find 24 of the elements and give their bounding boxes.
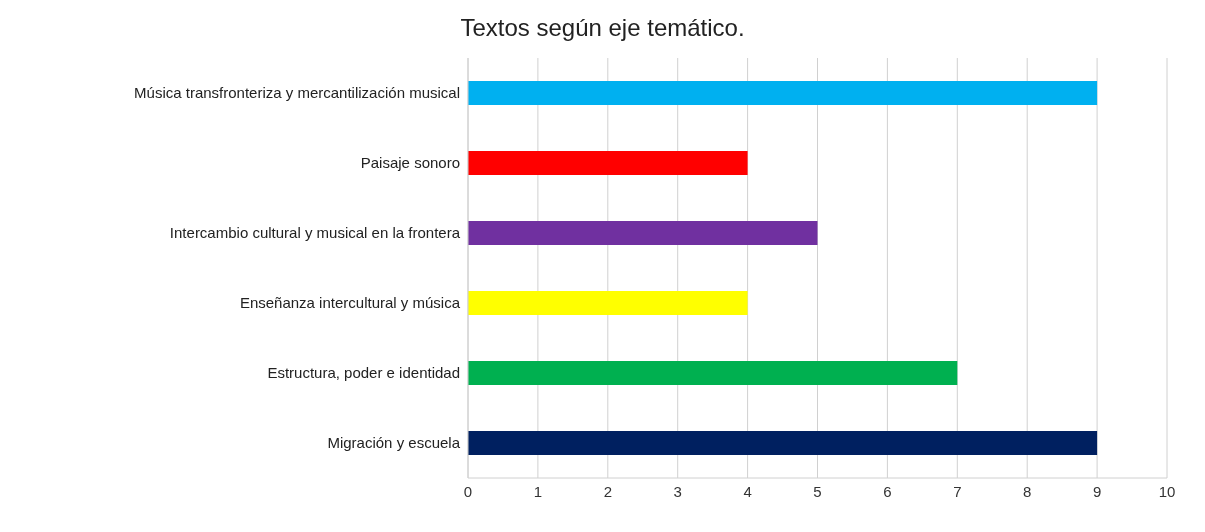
bar (468, 431, 1098, 456)
x-tick-label: 10 (1158, 482, 1176, 500)
bar (468, 151, 748, 176)
bar (468, 361, 958, 386)
x-tick-label: 2 (603, 482, 612, 500)
y-tick-label: Intercambio cultural y musical en la frontera (169, 224, 461, 242)
x-tick-label: 1 (533, 482, 543, 500)
x-tick-label: 3 (673, 482, 682, 500)
bar (468, 291, 748, 316)
y-tick-label: Paisaje sonoro (360, 154, 460, 172)
x-tick-label: 0 (463, 482, 473, 500)
y-tick-label: Migración y escuela (327, 434, 461, 452)
y-tick-label: Música transfronteriza y mercantilización musical (134, 84, 460, 102)
x-tick-label: 4 (743, 482, 752, 500)
y-tick-label: Estructura, poder e identidad (267, 364, 460, 382)
x-tick-label: 5 (813, 482, 822, 500)
y-tick-label: Enseñanza intercultural y música (239, 294, 461, 312)
x-tick-label: 8 (1023, 482, 1032, 500)
bar (468, 81, 1098, 106)
bar (468, 221, 818, 246)
x-tick-label: 6 (883, 482, 892, 500)
x-tick-label: 9 (1092, 482, 1102, 500)
chart-title: Textos según eje temático. (459, 13, 746, 43)
x-tick-label: 7 (953, 482, 962, 500)
